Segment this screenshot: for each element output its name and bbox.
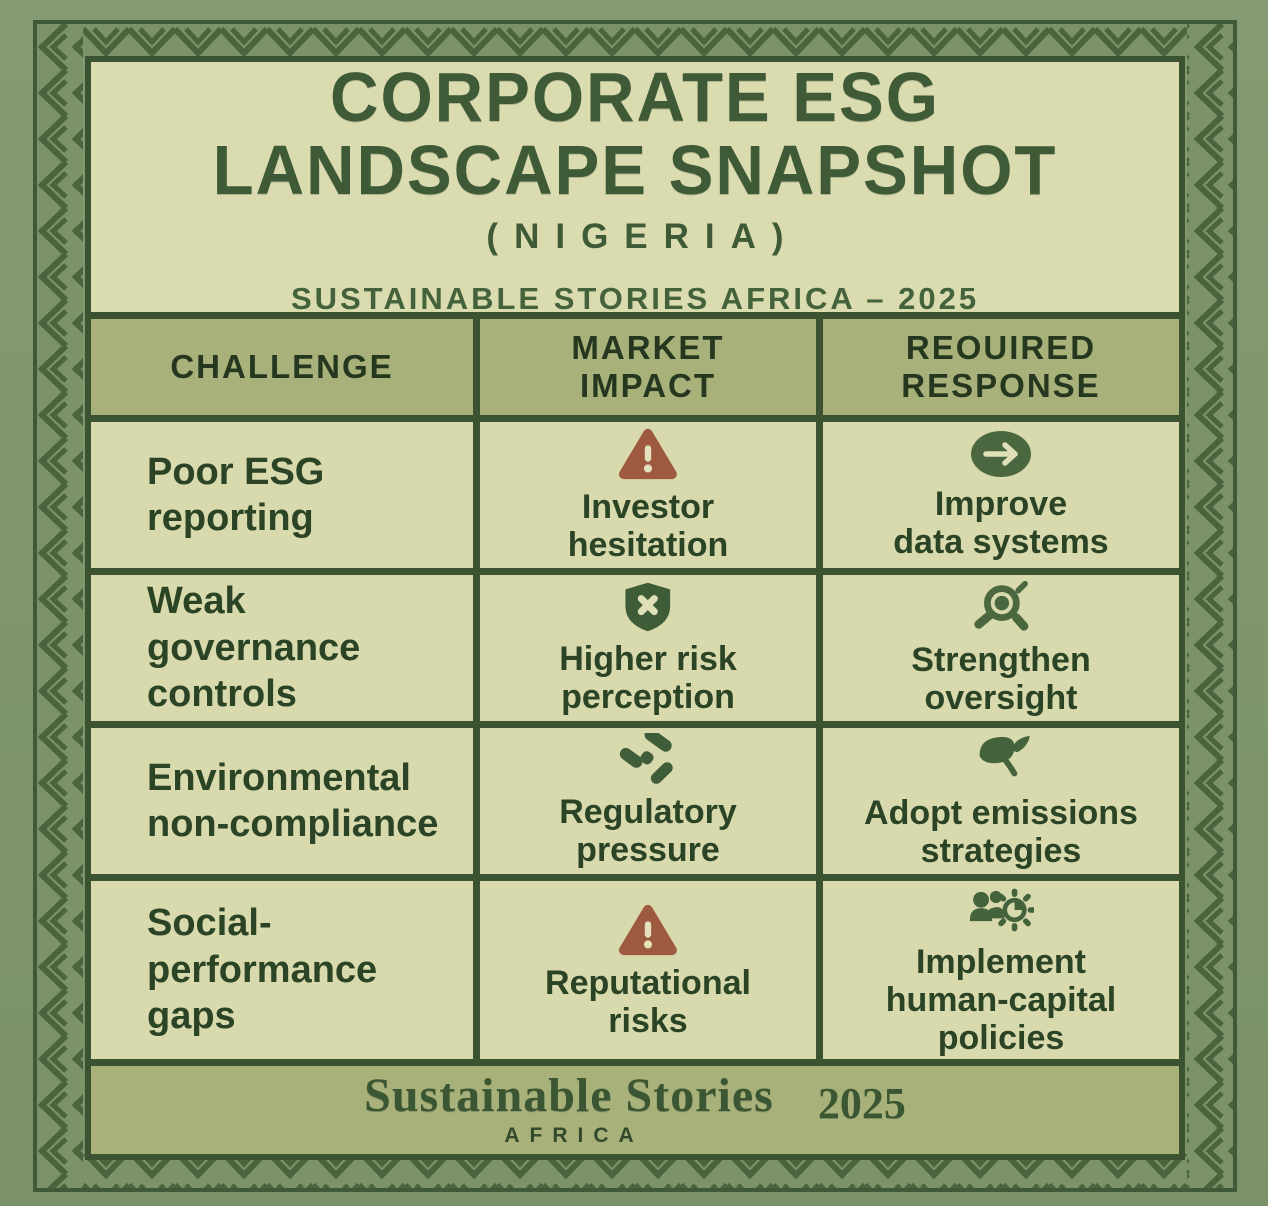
column-header-market-impact: MARKET IMPACT xyxy=(480,319,816,415)
challenge-cell: Weak governance controls xyxy=(91,575,473,721)
response-label: Strengthen oversight xyxy=(911,640,1091,717)
response-cell: Strengthen oversight xyxy=(823,575,1179,721)
response-cell: Improve data systems xyxy=(823,422,1179,568)
impact-label: Higher risk perception xyxy=(559,639,737,716)
leaf-icon xyxy=(970,732,1032,788)
challenge-cell: Poor ESG reporting xyxy=(91,422,473,568)
impact-cell: Investor hesitation xyxy=(480,422,816,568)
impact-label: Investor hesitation xyxy=(567,487,729,564)
column-header-challenge: CHALLENGE xyxy=(91,319,473,415)
page-title: CORPORATE ESG LANDSCAPE SNAPSHOT xyxy=(212,58,1058,209)
title-block: CORPORATE ESG LANDSCAPE SNAPSHOT (NIGERI… xyxy=(91,58,1179,316)
warning-triangle-icon xyxy=(617,900,679,958)
impact-label: Regulatory pressure xyxy=(559,792,737,869)
brand-subtitle: AFRICA xyxy=(504,1124,644,1147)
impact-cell: Higher risk perception xyxy=(480,575,816,721)
brand-block: Sustainable Stories AFRICA xyxy=(364,1072,774,1148)
impact-label: Reputational risks xyxy=(545,963,751,1040)
esg-table-panel: CORPORATE ESG LANDSCAPE SNAPSHOT (NIGERI… xyxy=(85,56,1185,1160)
magnifier-icon xyxy=(970,579,1032,635)
response-label: Adopt emissions strategies xyxy=(864,793,1138,870)
challenge-cell: Environmental non-compliance xyxy=(91,728,473,874)
arrow-right-circle-icon xyxy=(969,429,1033,479)
response-cell: Adopt emissions strategies xyxy=(823,728,1179,874)
column-header-required-response: REOUIRED RESPONSE xyxy=(823,319,1179,415)
response-label: Implement human-capital policies xyxy=(885,942,1117,1058)
people-gear-icon xyxy=(968,883,1034,937)
brand-name: Sustainable Stories xyxy=(364,1069,774,1122)
gavel-icon xyxy=(618,732,678,787)
response-label: Improve data systems xyxy=(893,484,1109,561)
response-cell: Implement human-capital policies xyxy=(823,881,1179,1059)
footer-year: 2025 xyxy=(817,1078,906,1128)
page-tagline: SUSTAINABLE STORIES AFRICA – 2025 xyxy=(290,280,980,316)
warning-triangle-icon xyxy=(617,426,679,482)
challenge-cell: Social- performance gaps xyxy=(91,881,473,1059)
page-subtitle: (NIGERIA) xyxy=(486,216,800,256)
footer-band: Sustainable Stories AFRICA 2025 xyxy=(91,1066,1179,1154)
impact-cell: Regulatory pressure xyxy=(480,728,816,874)
impact-cell: Reputational risks xyxy=(480,881,816,1059)
shield-x-icon xyxy=(618,580,678,634)
